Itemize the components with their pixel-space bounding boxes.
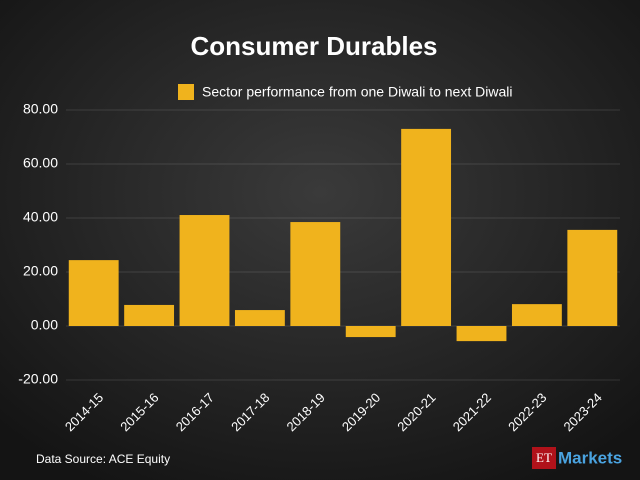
logo-name: Markets <box>558 448 622 467</box>
y-tick-label: 80.00 <box>23 101 58 117</box>
y-tick-label: 60.00 <box>23 155 58 171</box>
logo-prefix: ET <box>536 450 552 465</box>
bar <box>567 229 618 326</box>
legend-swatch <box>178 84 194 100</box>
bar <box>511 304 562 326</box>
logo-badge <box>532 447 556 469</box>
bar <box>68 260 119 326</box>
y-tick-label: -20.00 <box>18 371 58 387</box>
legend-label: Sector performance from one Diwali to ne… <box>202 84 512 100</box>
chart-title: Consumer Durables <box>190 31 437 61</box>
y-tick-label: 0.00 <box>31 317 58 333</box>
bar <box>179 215 230 326</box>
bar <box>401 128 452 326</box>
source: Data Source: ACE Equity <box>36 452 170 466</box>
bar <box>456 326 507 342</box>
y-tick-label: 40.00 <box>23 209 58 225</box>
bar <box>234 310 285 326</box>
bar <box>124 304 175 326</box>
y-tick-label: 20.00 <box>23 263 58 279</box>
bar <box>290 222 341 326</box>
bar <box>345 326 396 338</box>
